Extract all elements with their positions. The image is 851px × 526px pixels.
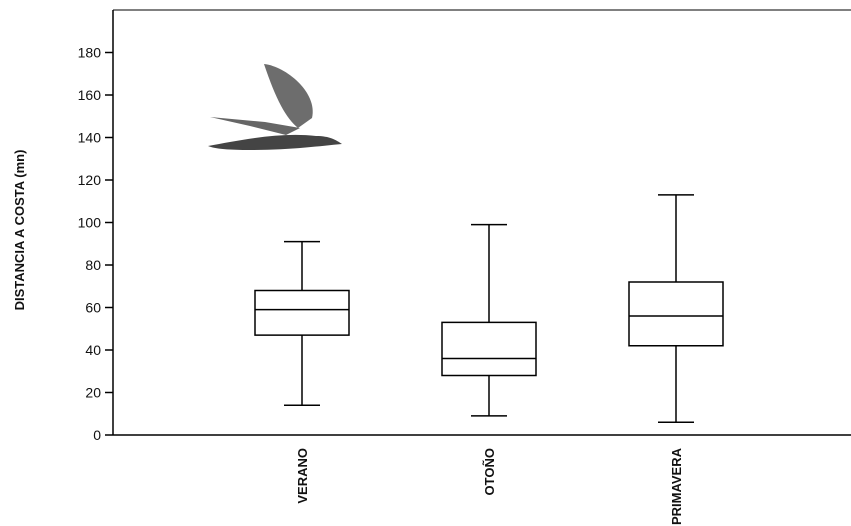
x-tick-label: VERANO <box>295 448 310 504</box>
y-tick-label: 60 <box>85 300 101 316</box>
box <box>442 322 536 375</box>
x-tick-label: PRIMAVERA <box>669 447 684 525</box>
y-tick-label: 100 <box>78 215 102 231</box>
y-tick-label: 80 <box>85 257 101 273</box>
chart: DISTANCIA A COSTA (mn) 0 20 40 60 80 100 120 14… <box>0 0 851 526</box>
box <box>255 291 349 336</box>
bird-illustration <box>208 64 342 150</box>
y-tick-label: 120 <box>78 172 102 188</box>
box <box>629 282 723 346</box>
y-tick-label: 140 <box>78 130 102 146</box>
y-tick-label: 0 <box>93 427 101 443</box>
y-tick-label: 180 <box>78 45 102 61</box>
y-tick-label: 40 <box>85 342 101 358</box>
x-tick-label: OTOÑO <box>482 448 497 495</box>
y-tick-label: 160 <box>78 87 102 103</box>
y-axis-label: DISTANCIA A COSTA (mn) <box>12 150 27 311</box>
y-tick-label: 20 <box>85 385 101 401</box>
